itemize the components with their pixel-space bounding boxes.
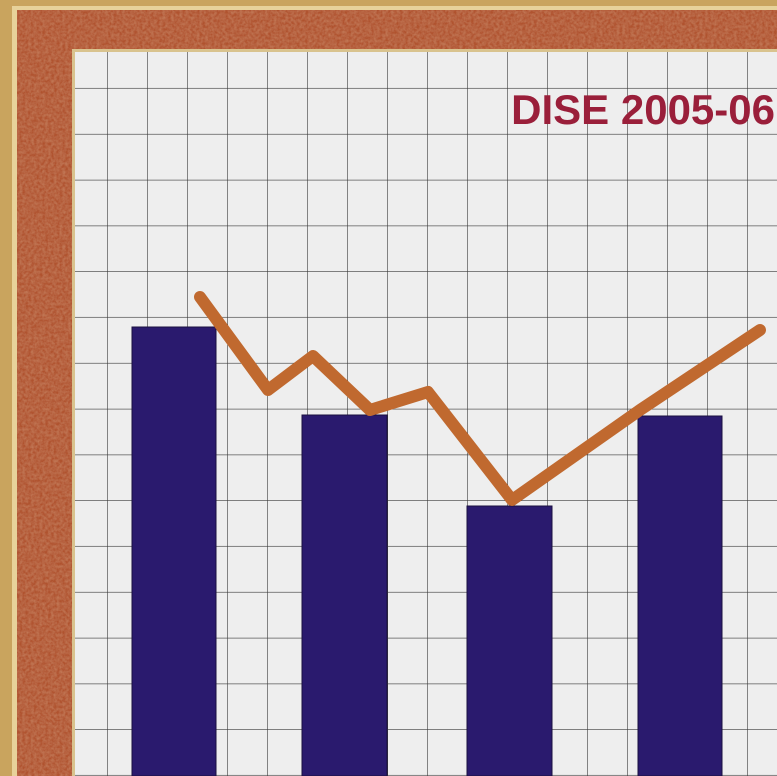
title: DISE 2005-06 — [511, 86, 775, 133]
trend-line — [194, 291, 766, 506]
bar — [466, 505, 553, 776]
bar — [637, 415, 723, 776]
bar — [131, 326, 217, 776]
bar — [301, 414, 388, 776]
